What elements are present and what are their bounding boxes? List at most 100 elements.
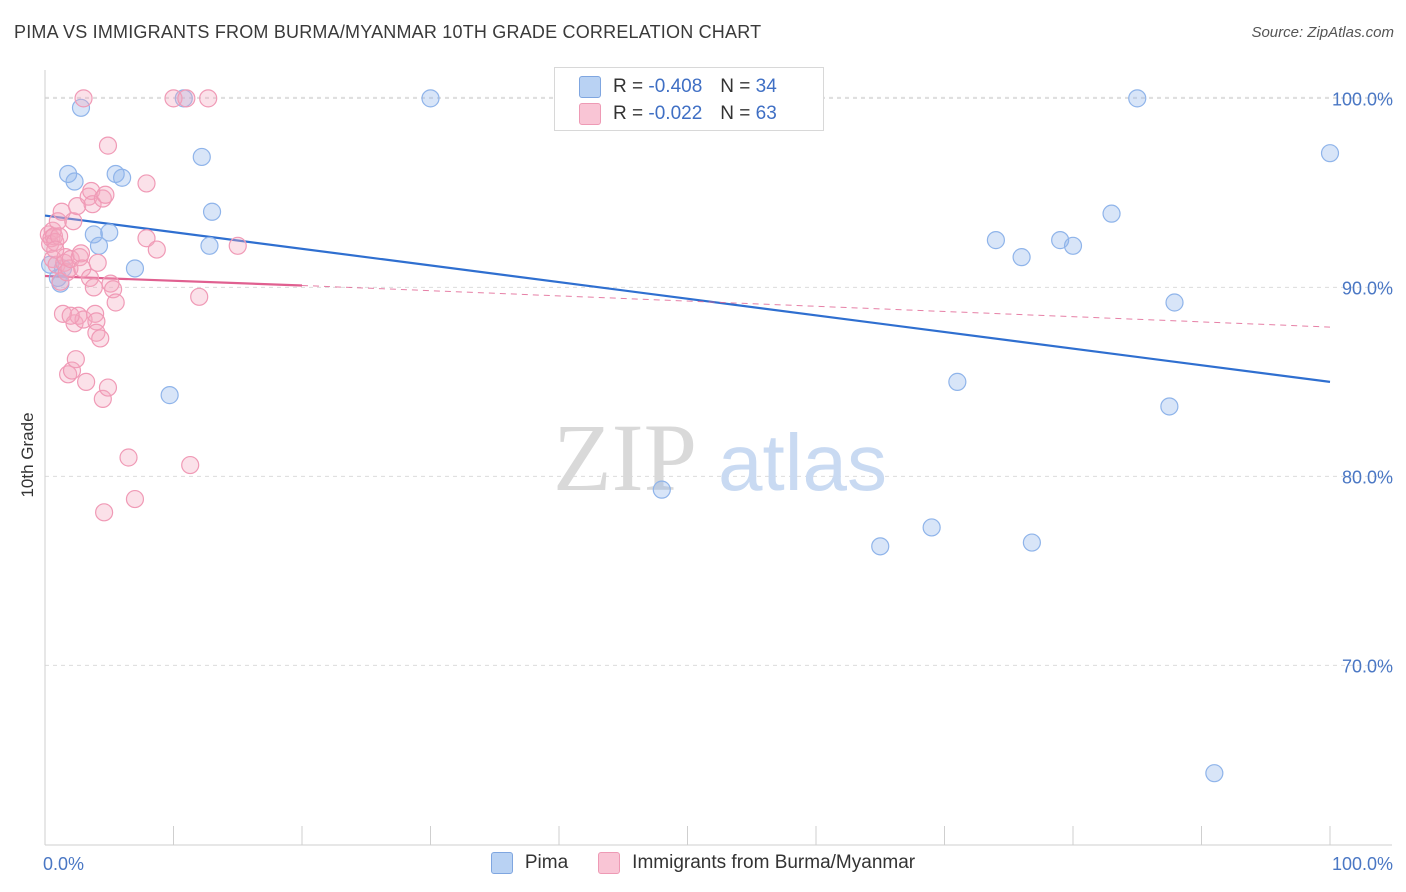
- burma-point: [74, 89, 93, 108]
- pima-point: [202, 202, 222, 221]
- grid-lines: [45, 96, 1392, 666]
- burma-point: [66, 350, 85, 369]
- watermark: ZIP atlas: [553, 404, 887, 511]
- legend-swatch-pima: [579, 76, 601, 98]
- burma-point: [98, 378, 118, 397]
- tick-labels: 70.0% 80.0% 90.0% 100.0% 0.0% 100.0%: [43, 89, 1393, 874]
- pima-point: [160, 386, 179, 405]
- pima-point: [1165, 293, 1184, 312]
- pima-point: [1320, 144, 1340, 163]
- source-label: Source: ZipAtlas.com: [1251, 24, 1394, 41]
- pima-point: [200, 236, 219, 255]
- y-tick-label: 70.0%: [1342, 656, 1393, 676]
- burma-point: [228, 236, 247, 255]
- legend-n-value: 63: [755, 103, 777, 124]
- axes: [44, 70, 1392, 846]
- legend-r-label: R =: [613, 103, 644, 124]
- legend-swatch-burma: [579, 103, 601, 125]
- burma-trend-line: [44, 274, 303, 287]
- burma-point: [83, 195, 102, 214]
- pima-point: [112, 168, 132, 187]
- burma-point: [137, 174, 156, 193]
- x-tick-label: 100.0%: [1332, 854, 1393, 874]
- pima-trend-line: [44, 214, 1331, 383]
- burma-point: [181, 455, 200, 475]
- legend-row-pima: R = -0.408 N = 34: [579, 76, 777, 98]
- x-tick-label: 0.0%: [43, 854, 84, 874]
- burma-point: [137, 229, 156, 248]
- chart-title: PIMA VS IMMIGRANTS FROM BURMA/MYANMAR 10…: [14, 22, 762, 42]
- pima-point: [1012, 248, 1031, 267]
- series-label-burma: Immigrants from Burma/Myanmar: [632, 852, 916, 873]
- watermark-atlas: atlas: [718, 418, 887, 507]
- burma-point: [46, 240, 65, 259]
- burma-point: [62, 361, 82, 380]
- legend-row-burma: R = -0.022 N = 63: [579, 103, 777, 125]
- pima-point: [652, 480, 671, 499]
- burma-point: [60, 259, 79, 278]
- burma-point: [93, 389, 112, 409]
- burma-point: [95, 503, 114, 522]
- pima-point: [1128, 89, 1147, 108]
- series-label-pima: Pima: [524, 852, 569, 873]
- legend-n-label: N =: [720, 103, 751, 124]
- pima-point: [192, 147, 211, 167]
- watermark-zip: ZIP: [553, 404, 697, 511]
- burma-point: [77, 372, 96, 391]
- burma-point: [80, 268, 100, 288]
- pima-point: [59, 164, 78, 184]
- pima-point: [986, 231, 1006, 250]
- trend-lines: [44, 214, 1331, 383]
- legend-r-value: -0.022: [648, 103, 703, 124]
- burma-point: [61, 306, 80, 325]
- pima-point: [1102, 204, 1121, 223]
- legend-r-value: -0.408: [648, 76, 703, 97]
- burma-point: [98, 136, 118, 155]
- series-legend-burma[interactable]: Immigrants from Burma/Myanmar: [598, 852, 915, 874]
- y-tick-label: 100.0%: [1332, 89, 1393, 109]
- series-legend-pima[interactable]: Pima: [490, 852, 569, 874]
- burma-point: [164, 89, 183, 108]
- pima-point: [125, 259, 145, 278]
- y-tick-label: 90.0%: [1342, 278, 1393, 298]
- burma-point: [71, 244, 91, 263]
- data-points: [39, 89, 1340, 783]
- correlation-legend: R = -0.408 N = 34 R = -0.022 N = 63: [554, 67, 824, 131]
- burma-point: [190, 287, 209, 306]
- pima-point: [871, 537, 890, 556]
- burma-point: [86, 304, 105, 323]
- burma-point: [199, 89, 218, 108]
- series-legend: Pima Immigrants from Burma/Myanmar: [0, 852, 1406, 874]
- pima-point: [65, 172, 84, 191]
- pima-point: [100, 223, 119, 242]
- pima-point: [1160, 397, 1179, 416]
- pima-point: [1022, 533, 1041, 552]
- burma-point: [147, 240, 166, 259]
- series-swatch-pima: [490, 852, 513, 874]
- y-tick-label: 80.0%: [1342, 467, 1393, 487]
- burma-point: [51, 272, 70, 291]
- burma-point: [88, 253, 107, 272]
- burma-point: [64, 212, 83, 231]
- pima-point: [1205, 764, 1224, 783]
- burma-point: [44, 227, 64, 246]
- pima-point: [421, 89, 440, 108]
- series-swatch-burma: [598, 852, 621, 874]
- pima-point: [922, 518, 941, 537]
- burma-point: [84, 278, 103, 297]
- burma-point: [104, 280, 123, 299]
- legend-n-value: 34: [755, 76, 777, 97]
- pima-point: [1063, 236, 1083, 255]
- burma-point: [91, 329, 110, 348]
- burma-point: [48, 212, 67, 231]
- legend-r-label: R =: [613, 76, 644, 97]
- burma-point: [106, 293, 125, 312]
- burma-point: [125, 489, 145, 509]
- burma-point: [177, 89, 196, 108]
- pima-point: [948, 372, 967, 391]
- pima-point: [84, 225, 103, 244]
- legend-n-label: N =: [720, 76, 751, 97]
- burma-point: [96, 185, 115, 204]
- burma-point: [119, 448, 138, 467]
